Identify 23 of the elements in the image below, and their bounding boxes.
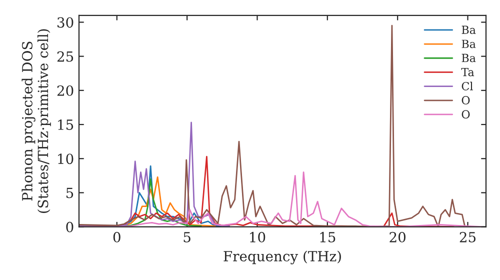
line-series — [79, 122, 230, 227]
y-tick-label: 5 — [66, 188, 74, 198]
x-tick-label: 5 — [184, 232, 190, 242]
y-tick-label: 0 — [66, 222, 74, 232]
x-tick-label: 0 — [113, 232, 120, 242]
legend-label: Cl — [462, 82, 473, 90]
legend-label: O — [462, 96, 470, 104]
y-tick-label: 25 — [57, 51, 74, 62]
y-tick-label: 20 — [57, 85, 74, 96]
x-tick-label: 20 — [390, 232, 406, 242]
legend-label: Ba — [462, 54, 476, 62]
x-tick-label: 10 — [250, 232, 266, 242]
legend-label: Ta — [461, 68, 474, 76]
legend-label: Ba — [462, 26, 476, 34]
x-axis-title: Frequency (THz) — [224, 250, 341, 264]
x-tick-label: 15 — [320, 232, 336, 242]
y-tick-label: 15 — [58, 119, 74, 130]
legend-label: O — [462, 110, 470, 119]
legend-label: Ba — [462, 40, 476, 48]
x-tick-label: 25 — [460, 232, 476, 242]
y-tick-label: 10 — [58, 154, 74, 164]
y-axis-title: Phonon projected DOS (States/THz·primitive cell) — [22, 29, 51, 213]
y-tick-label: 30 — [58, 17, 74, 28]
